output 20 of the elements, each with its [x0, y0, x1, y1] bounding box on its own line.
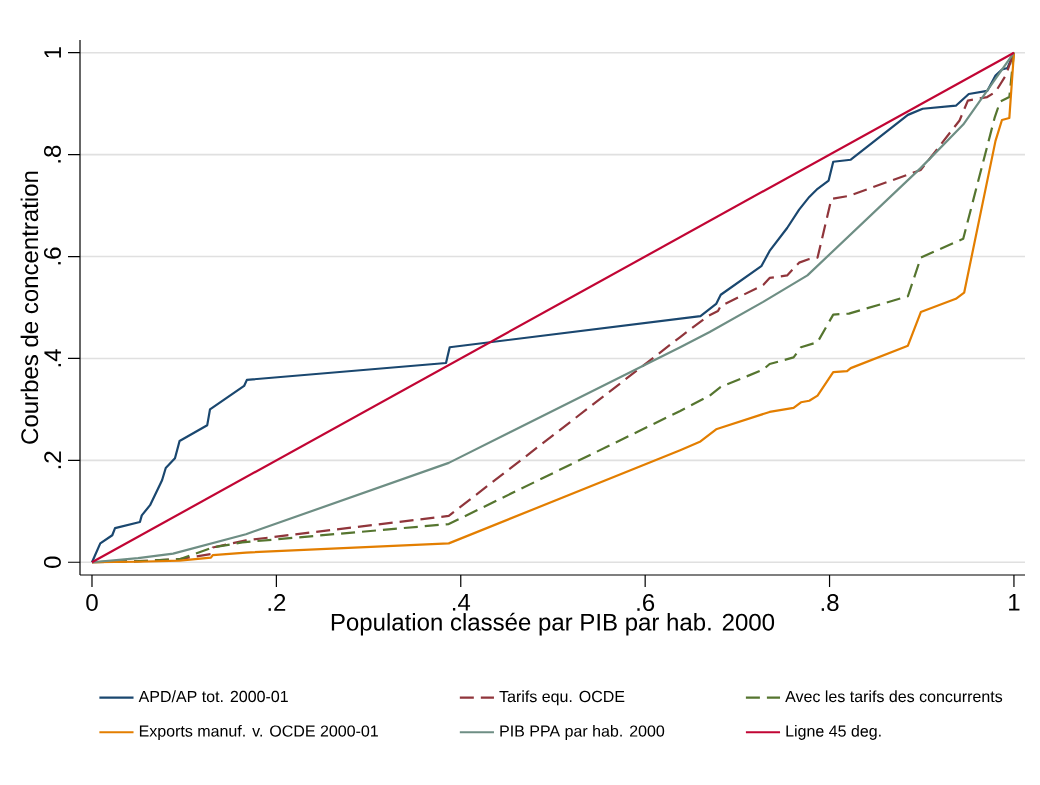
y-tick-label: 1: [44, 47, 61, 58]
x-tick-label: .6: [637, 594, 655, 612]
legend-label: Exports manuf. v. OCDE 2000-01: [139, 724, 378, 740]
x-tick-label: .4: [452, 594, 471, 611]
x-axis-title: Population classée par PIB par hab. 2000: [331, 612, 775, 636]
y-tick-label: 0: [43, 556, 61, 568]
legend-label: Ligne 45 deg.: [786, 724, 881, 740]
y-tick-label: .2: [44, 451, 61, 469]
legend-label: Tarifs equ. OCDE: [499, 690, 625, 706]
x-tick-label: 1: [1009, 594, 1020, 611]
legend-label: APD/AP tot. 2000-01: [138, 690, 288, 703]
y-tick-label: .8: [43, 145, 61, 163]
y-axis-title: Courbes de concentration: [20, 171, 39, 444]
legend-label: Avec les tarifs des concurrents: [785, 690, 1003, 703]
x-tick-label: .8: [821, 594, 839, 612]
y-tick-label: .4: [44, 349, 61, 367]
legend-label: PIB PPA par hab. 2000: [500, 724, 665, 740]
x-tick-label: .2: [268, 594, 286, 611]
y-tick-label: .6: [43, 247, 61, 265]
x-tick-label: 0: [86, 594, 98, 612]
